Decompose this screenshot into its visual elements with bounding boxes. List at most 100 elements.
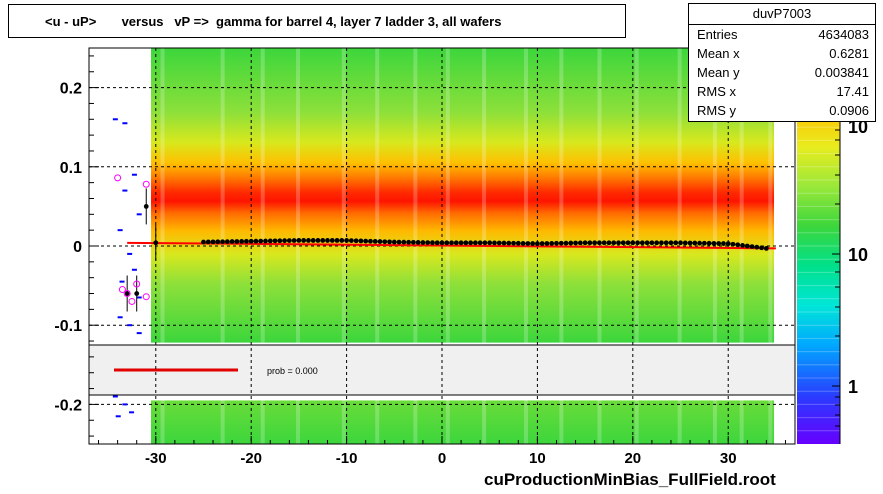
profile-point [301, 238, 307, 243]
profile-point [687, 240, 693, 246]
file-label: cuProductionMinBias_FullField.root [484, 470, 776, 489]
title-box: <u - uP> versus vP => gamma for barrel 4… [8, 4, 626, 38]
profile-point [444, 240, 450, 246]
profile-point [601, 240, 607, 246]
profile-point [563, 240, 569, 246]
fit-line [127, 241, 776, 250]
profile-point [296, 238, 302, 243]
profile-point [639, 240, 645, 246]
heatmap-lower [151, 400, 775, 444]
alt-point [142, 180, 150, 188]
x-tick-label: 30 [720, 450, 737, 467]
x-tick-label: 20 [624, 450, 641, 467]
profile-point [215, 239, 221, 245]
y-tick-label: 0.1 [60, 160, 82, 177]
side-tick-marks [112, 118, 142, 418]
profile-point [644, 240, 650, 246]
profile-point [468, 240, 474, 246]
profile-point [401, 239, 407, 245]
profile-point [425, 240, 431, 245]
profile-point [706, 240, 712, 246]
profile-point [721, 241, 726, 246]
profile-point [229, 239, 235, 244]
profile-point [363, 238, 369, 244]
profile-point [625, 240, 631, 246]
profile-point [597, 240, 602, 246]
profile-point [663, 240, 669, 246]
y-tick-label: 0.2 [60, 81, 82, 98]
profile-points [124, 188, 769, 312]
profile-point [649, 240, 655, 246]
profile-point [439, 240, 445, 246]
profile-point [558, 240, 564, 246]
profile-point [286, 238, 292, 244]
profile-point [263, 238, 268, 244]
stats-row-mean-x: Mean x 0.6281 [697, 45, 869, 63]
profile-point [406, 239, 412, 245]
profile-point [272, 238, 278, 244]
profile-point [220, 239, 225, 245]
profile-point [434, 240, 440, 246]
profile-point [654, 240, 660, 246]
stats-label: Mean y [697, 65, 740, 80]
profile-point [248, 238, 254, 244]
x-tick-label: -30 [145, 450, 167, 467]
y-tick-label: -0.1 [54, 318, 82, 335]
profile-point [515, 240, 521, 246]
profile-point [124, 291, 130, 296]
z-tick-label: 1 [848, 377, 858, 397]
stats-label: RMS x [697, 84, 736, 99]
z-axis: 101102 [832, 112, 874, 427]
profile-point [353, 238, 359, 244]
profile-point [291, 238, 297, 243]
alt-point [114, 174, 122, 182]
x-tick-label: -10 [336, 450, 358, 467]
profile-point [410, 239, 416, 245]
profile-point [577, 240, 583, 246]
heatmap-area [151, 48, 775, 444]
profile-point [740, 243, 745, 248]
profile-point [224, 239, 230, 245]
profile-point [511, 240, 516, 246]
profile-point [730, 241, 736, 247]
profile-point [329, 238, 335, 243]
profile-point [620, 240, 626, 246]
profile-point [472, 240, 478, 246]
stats-value: 4634083 [818, 27, 869, 42]
profile-point [549, 240, 555, 246]
profile-point [716, 241, 722, 246]
profile-point [253, 238, 259, 244]
profile-point [678, 240, 683, 246]
profile-point [477, 240, 483, 246]
profile-point [701, 240, 707, 246]
profile-point [496, 240, 502, 246]
profile-point [501, 240, 507, 246]
profile-point [506, 240, 512, 246]
profile-point [310, 238, 316, 243]
profile-point [535, 241, 540, 247]
fit-legend-text: prob = 0.000 [267, 366, 318, 376]
stats-label: Mean x [697, 46, 740, 61]
profile-point [520, 240, 526, 246]
profile-point [382, 239, 388, 245]
stats-row-entries: Entries 4634083 [697, 26, 869, 44]
profile-point [630, 240, 636, 246]
profile-point [754, 244, 760, 250]
profile-point [568, 240, 574, 246]
profile-point [673, 240, 679, 246]
heatmap-stripe [260, 48, 265, 444]
profile-point [659, 240, 664, 246]
stats-value: 0.0906 [829, 103, 869, 118]
x-tick-label: 0 [438, 450, 446, 467]
stats-value: 17.41 [836, 84, 869, 99]
profile-point [763, 245, 769, 251]
profile-point [244, 238, 249, 244]
y-tick-label: -0.2 [54, 397, 82, 414]
profile-point [573, 240, 578, 246]
profile-point [492, 240, 497, 246]
heatmap-upper [151, 48, 775, 343]
profile-point [315, 238, 321, 243]
profile-point [692, 240, 698, 246]
plot-title: <u - uP> versus vP => gamma for barrel 4… [45, 14, 502, 29]
